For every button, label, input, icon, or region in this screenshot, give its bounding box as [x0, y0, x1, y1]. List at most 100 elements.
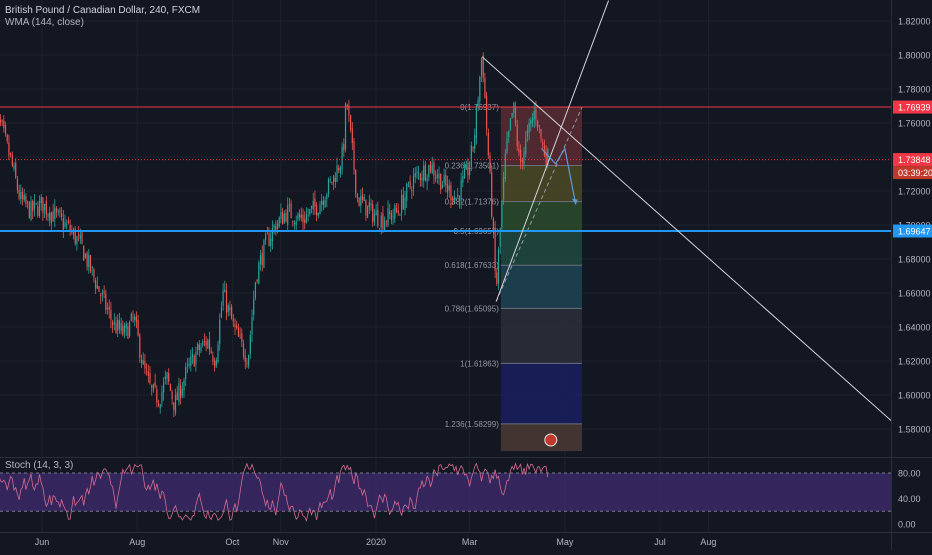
- candle-body: [191, 354, 194, 357]
- candle-body: [310, 205, 313, 209]
- candle-body: [538, 125, 540, 127]
- candle-body: [127, 326, 129, 339]
- candle-body: [125, 323, 127, 329]
- candle-body: [79, 235, 81, 239]
- candle-body: [261, 253, 263, 266]
- candle-body: [401, 195, 403, 214]
- candle-body: [380, 215, 382, 228]
- candle-body: [351, 128, 353, 143]
- candle-body: [389, 211, 391, 214]
- candle-body: [197, 343, 199, 350]
- candle-body: [452, 198, 454, 201]
- candle-body: [163, 382, 165, 393]
- candle-body: [270, 238, 272, 247]
- candle-body: [333, 175, 335, 182]
- candle-body: [185, 366, 187, 379]
- time-tick-label: Nov: [273, 537, 290, 547]
- candle-body: [0, 119, 2, 123]
- candle-body: [350, 114, 352, 130]
- fib-zone: [500, 423, 583, 452]
- candle-body: [21, 191, 24, 200]
- candle-body: [108, 306, 110, 310]
- candle-body: [161, 391, 163, 403]
- candle-body: [460, 180, 462, 201]
- candle-body: [118, 320, 121, 329]
- price-tick-label: 1.82000: [898, 17, 931, 27]
- fib-level-label: 1(1.61863): [460, 359, 499, 368]
- candle-body: [156, 389, 158, 403]
- candle-body: [503, 176, 505, 200]
- candle-body: [424, 164, 427, 180]
- time-tick-label: 2020: [366, 537, 386, 547]
- candle-body: [69, 225, 71, 232]
- candle-body: [215, 359, 217, 366]
- candle-body: [516, 124, 518, 147]
- candle-body: [146, 371, 148, 372]
- resistance-price-tag: 1.76939: [898, 103, 931, 113]
- candle-body: [239, 335, 241, 337]
- candle-body: [435, 177, 437, 179]
- candle-body: [249, 334, 251, 355]
- price-tick-label: 1.58000: [898, 425, 931, 435]
- candle-body: [98, 286, 100, 292]
- stoch-tick-label: 80.00: [898, 469, 921, 479]
- candle-body: [411, 189, 413, 191]
- candle-body: [329, 179, 331, 181]
- candle-body: [545, 152, 547, 165]
- candle-body: [254, 282, 257, 298]
- stoch-tick-label: 0.00: [898, 520, 916, 530]
- candle-body: [283, 213, 285, 223]
- candle-body: [30, 201, 32, 221]
- candle-body: [35, 202, 37, 204]
- candle-body: [47, 214, 49, 217]
- candle-body: [242, 343, 245, 356]
- candle-body: [198, 344, 200, 351]
- candle-body: [11, 155, 13, 166]
- candle-body: [293, 223, 296, 225]
- candle-body: [256, 279, 258, 282]
- candle-body: [356, 194, 359, 199]
- candle-body: [484, 77, 486, 99]
- price-tick-label: 1.72000: [898, 187, 931, 197]
- candle-body: [66, 223, 68, 225]
- candle-body: [81, 232, 83, 244]
- candle-body: [458, 195, 461, 202]
- candle-body: [18, 189, 20, 199]
- candle-body: [169, 384, 172, 391]
- price-tick-label: 1.64000: [898, 323, 931, 333]
- candle-body: [387, 208, 389, 226]
- candle-body: [110, 310, 112, 320]
- price-tick-label: 1.78000: [898, 85, 931, 95]
- candle-body: [446, 183, 449, 193]
- candle-body: [324, 200, 326, 208]
- candle-body: [418, 173, 420, 174]
- candle-body: [360, 196, 362, 206]
- candle-body: [497, 249, 500, 284]
- candle-body: [317, 212, 319, 216]
- candle-body: [168, 372, 170, 382]
- candle-body: [428, 164, 430, 178]
- candle-body: [353, 141, 355, 170]
- candle-body: [348, 105, 350, 116]
- fib-zone: [500, 265, 583, 309]
- candle-body: [467, 164, 469, 176]
- fib-level-label: 1.236(1.58299): [445, 420, 500, 429]
- candle-body: [3, 120, 5, 128]
- price-tick-label: 1.66000: [898, 289, 931, 299]
- candle-body: [195, 352, 197, 365]
- candle-body: [106, 308, 109, 310]
- stochastic-pane: 0.00 40.00 80.00: [0, 462, 921, 530]
- candle-body: [186, 364, 189, 366]
- candle-body: [276, 223, 279, 229]
- candle-body: [214, 361, 216, 368]
- candle-body: [229, 307, 231, 310]
- candle-body: [16, 179, 19, 191]
- candle-body: [180, 385, 182, 399]
- candle-body: [28, 202, 30, 219]
- candle-body: [130, 313, 132, 321]
- candle-body: [373, 214, 376, 222]
- candle-body: [154, 381, 156, 386]
- candle-body: [533, 110, 535, 120]
